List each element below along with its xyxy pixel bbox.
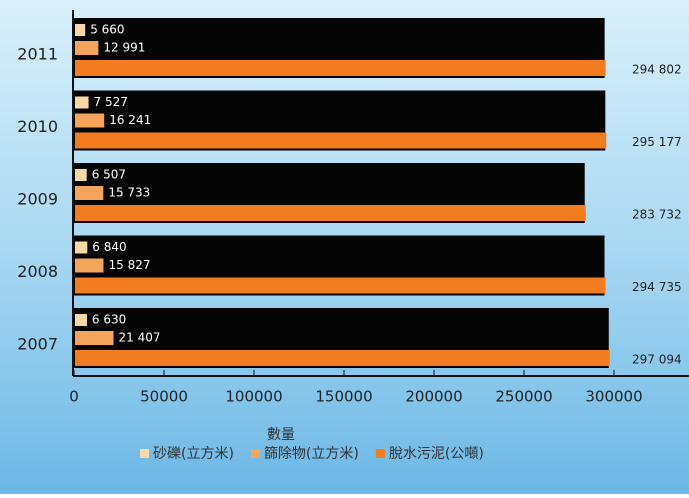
- value-label: 297 094: [632, 353, 682, 367]
- value-label: 6 840: [92, 240, 126, 254]
- y-tick-label: 2008: [17, 262, 58, 281]
- value-label: 7 527: [94, 95, 128, 109]
- x-tick-label: 100000: [225, 388, 282, 406]
- value-label: 294 802: [632, 63, 682, 77]
- y-tick-label: 2010: [17, 117, 58, 136]
- x-tick-label: 300000: [585, 388, 642, 406]
- value-label: 6 630: [92, 313, 126, 327]
- legend-swatch: [140, 449, 149, 458]
- bar: [75, 169, 87, 181]
- legend-label: 篩除物(立方米): [264, 446, 359, 462]
- x-tick-label: 0: [69, 388, 79, 406]
- bar: [75, 60, 606, 76]
- value-label: 283 732: [632, 208, 682, 222]
- bar: [75, 350, 610, 366]
- x-tick-label: 250000: [495, 388, 552, 406]
- value-label: 15 827: [108, 258, 150, 272]
- bar: [75, 205, 586, 221]
- bar: [75, 258, 104, 273]
- bar: [75, 241, 88, 254]
- x-tick-label: 50000: [140, 388, 188, 406]
- y-tick-label: 2009: [17, 190, 58, 209]
- legend-swatch: [375, 449, 385, 458]
- value-label: 12 991: [103, 41, 145, 55]
- y-tick-label: 2011: [17, 45, 58, 64]
- legend-label: 砂礫(立方米): [153, 446, 234, 462]
- bar: [75, 132, 607, 149]
- value-label: 15 733: [108, 186, 150, 200]
- legend-swatch: [250, 449, 260, 458]
- value-label: 6 507: [92, 168, 126, 182]
- x-tick-label: 150000: [315, 388, 372, 406]
- value-label: 21 407: [119, 331, 161, 345]
- bar: [75, 24, 86, 36]
- value-label: 295 177: [632, 135, 682, 149]
- legend-label: 脫水污泥(公噸): [389, 446, 484, 462]
- x-tick-label: 200000: [405, 388, 462, 406]
- value-label: 16 241: [109, 113, 151, 127]
- bar: [75, 314, 87, 326]
- bar: [75, 331, 114, 345]
- bar: [75, 277, 606, 294]
- bar: [75, 41, 99, 55]
- bar: [75, 113, 105, 128]
- x-axis-title: 數量: [267, 427, 295, 443]
- value-label: 5 660: [90, 23, 124, 37]
- value-label: 294 735: [632, 280, 682, 294]
- y-tick-label: 2007: [17, 335, 58, 354]
- bar: [75, 186, 104, 200]
- bar: [75, 96, 89, 109]
